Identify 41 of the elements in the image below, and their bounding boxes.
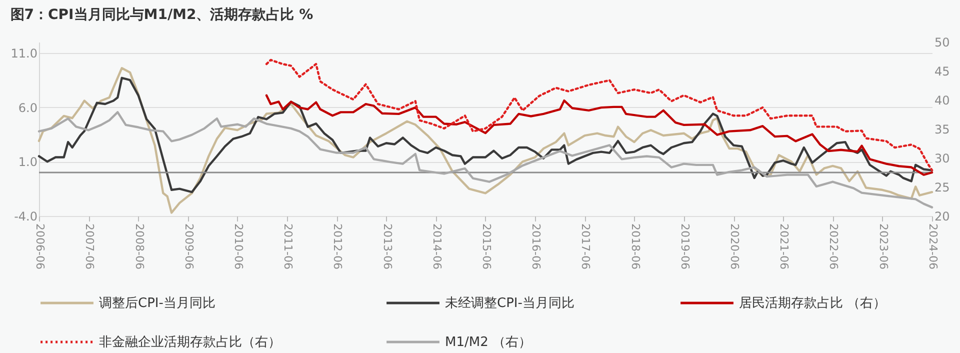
- y2-tick-label: 35: [934, 122, 950, 136]
- x-tick-label: 2016-06: [530, 224, 543, 270]
- x-tick-label: 2019-06: [678, 224, 692, 270]
- x-tick-label: 2022-06: [827, 224, 840, 270]
- x-tick-label: 2007-06: [83, 224, 96, 270]
- y-tick-label: 11.0: [10, 46, 38, 60]
- legend-label: 居民活期存款占比 （右）: [739, 296, 886, 311]
- x-tick-label: 2015-06: [480, 224, 493, 270]
- x-tick-label: 2018-06: [628, 224, 642, 270]
- line-series: [265, 58, 934, 172]
- x-tick-label: 2009-06: [182, 224, 196, 270]
- y2-tick-label: 25: [934, 180, 950, 194]
- line-series: [265, 94, 934, 176]
- legend-label: M1/M2 （右）: [445, 335, 532, 350]
- y-tick-label: 6.0: [18, 100, 38, 115]
- x-tick-label: 2014-06: [430, 224, 444, 270]
- x-tick-label: 2011-06: [282, 224, 295, 270]
- y2-tick-label: 40: [934, 94, 950, 108]
- x-tick-label: 2006-06: [34, 224, 46, 270]
- x-tick-label: 2010-06: [232, 224, 245, 270]
- y-tick-label: 1.0: [18, 155, 38, 170]
- x-tick-label: 2013-06: [380, 224, 394, 270]
- line-series: [38, 111, 934, 208]
- x-tick-label: 2023-06: [876, 224, 890, 270]
- y2-tick-label: 50: [934, 36, 950, 50]
- line-series: [38, 76, 934, 194]
- x-tick-label: 2021-06: [778, 224, 791, 270]
- x-tick-label: 2020-06: [728, 224, 742, 270]
- legend-label: 非金融企业活期存款占比（右）: [99, 335, 281, 350]
- line-series: [38, 67, 934, 214]
- legend-label: 调整后CPI-当月同比: [99, 296, 216, 311]
- x-tick-label: 2017-06: [579, 224, 592, 270]
- x-tick-label: 2012-06: [331, 224, 344, 270]
- x-tick-label: 2024-06: [926, 224, 940, 270]
- y2-tick-label: 30: [934, 152, 950, 166]
- x-tick-label: 2008-06: [132, 224, 146, 270]
- chart-title: 图7：CPI当月同比与M1/M2、活期存款占比 %: [10, 7, 314, 23]
- y2-tick-label: 45: [934, 64, 950, 78]
- y-tick-label: -4.0: [14, 210, 38, 224]
- y2-tick-label: 20: [934, 210, 950, 224]
- legend-label: 未经调整CPI-当月同比: [445, 296, 574, 311]
